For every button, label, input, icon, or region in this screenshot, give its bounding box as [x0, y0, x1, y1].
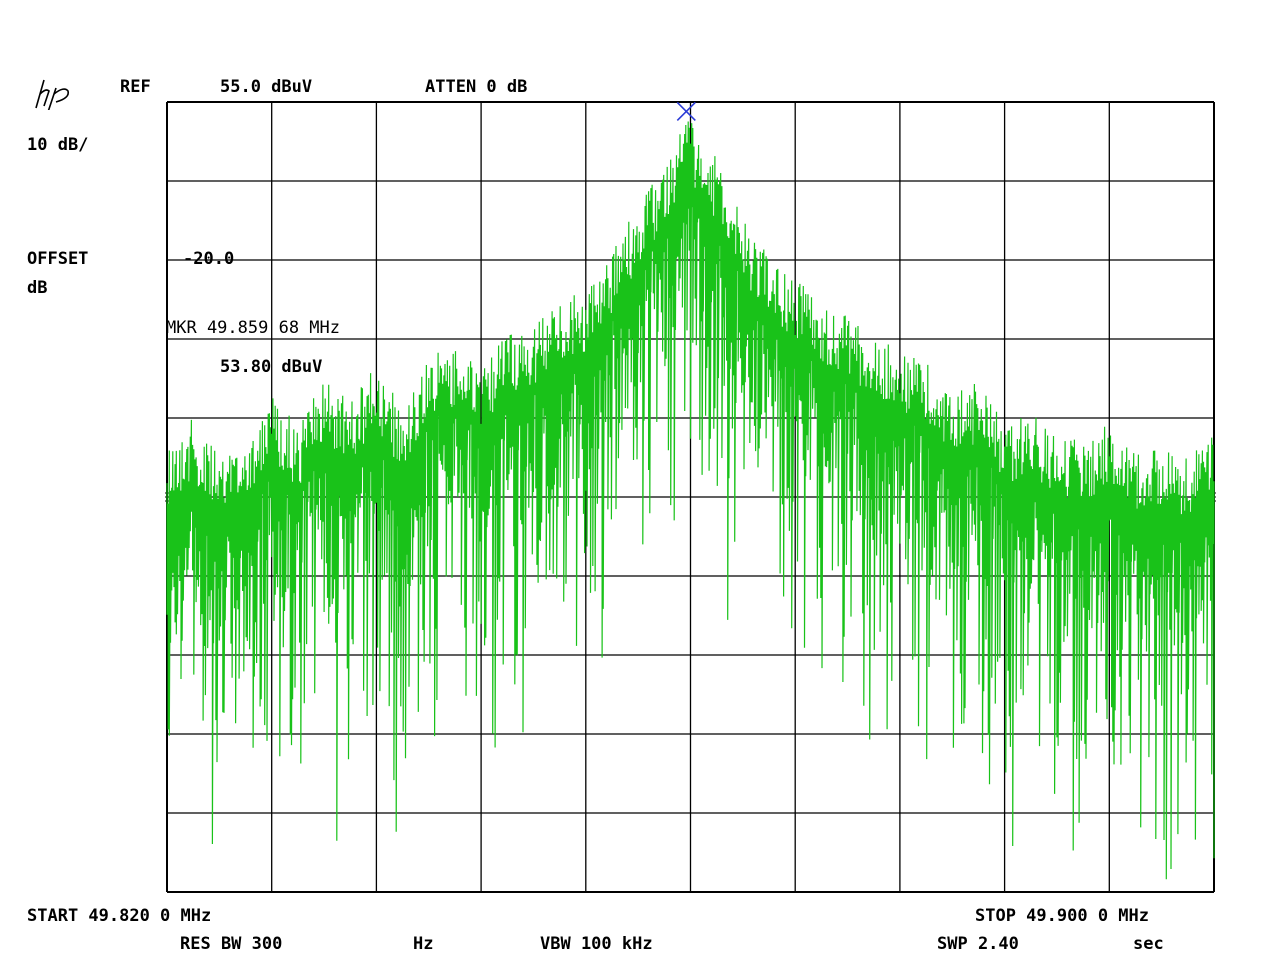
trace-layer [166, 121, 1215, 880]
marker-level: 53.80 dBuV [220, 357, 323, 377]
peak-marker-stroke-1 [676, 101, 696, 122]
res-bw-unit: Hz [413, 934, 434, 954]
marker-frequency: MKR 49.859 68 MHz [166, 318, 340, 338]
res-bw: RES BW 300 [180, 934, 283, 954]
atten-value: ATTEN 0 dB [425, 77, 528, 97]
ref-value: 55.0 dBuV [220, 77, 313, 97]
offset-unit: dB [27, 278, 48, 298]
marker-layer [676, 101, 696, 122]
offset-label: OFFSET [27, 249, 89, 269]
start-frequency: START 49.820 0 MHz [27, 906, 212, 926]
offset-value: -20.0 [183, 249, 235, 269]
sweep-time: SWP 2.40 [937, 934, 1019, 954]
spectrum-trace [166, 121, 1215, 880]
vbw: VBW 100 kHz [540, 934, 653, 954]
sweep-unit: sec [1133, 934, 1164, 954]
stop-frequency: STOP 49.900 0 MHz [975, 906, 1149, 926]
scale-value: 10 dB/ [27, 135, 89, 155]
hp-logo [35, 79, 70, 110]
ref-label: REF [120, 77, 151, 97]
